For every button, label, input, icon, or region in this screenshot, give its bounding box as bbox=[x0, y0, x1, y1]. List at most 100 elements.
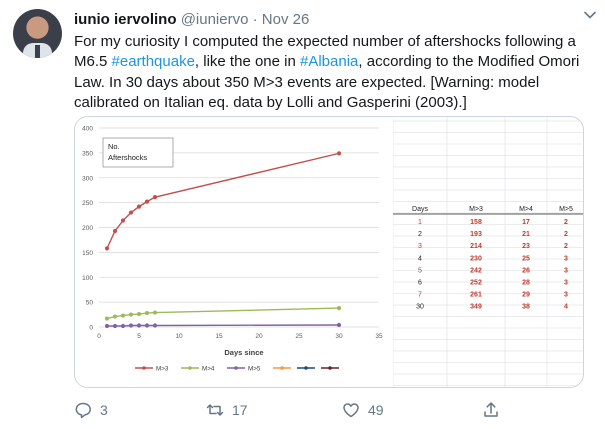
table-cell-day: 7 bbox=[418, 292, 422, 299]
y-tick-label: 200 bbox=[82, 225, 93, 232]
table-cell-day: 3 bbox=[418, 243, 422, 250]
data-point-Mgt5 bbox=[120, 323, 126, 329]
chevron-down-icon[interactable] bbox=[583, 8, 597, 22]
tweet-text: For my curiosity I computed the expected… bbox=[74, 32, 594, 114]
data-point-Mgt5 bbox=[136, 323, 142, 328]
like-count: 49 bbox=[368, 402, 384, 418]
tweet-text-part: , like the one in bbox=[194, 53, 300, 71]
table-cell-day: 4 bbox=[418, 255, 422, 262]
chart-label-text: Aftershocks bbox=[108, 153, 147, 162]
table-cell-day: 6 bbox=[418, 280, 422, 287]
table-cell-value: 158 bbox=[470, 219, 482, 226]
table-cell-value: 193 bbox=[470, 231, 482, 238]
table-cell-value: 252 bbox=[470, 280, 482, 287]
reply-button[interactable]: 3 bbox=[74, 400, 108, 420]
y-tick-label: 50 bbox=[86, 300, 94, 307]
table-cell-value: 23 bbox=[522, 243, 530, 250]
y-tick-label: 100 bbox=[82, 275, 93, 282]
x-tick-label: 30 bbox=[335, 333, 343, 340]
tweet-header: iunio iervolino @iuniervo · Nov 26 bbox=[74, 11, 585, 29]
x-tick-label: 0 bbox=[97, 333, 101, 340]
data-point-Mgt3 bbox=[104, 246, 110, 251]
retweet-button[interactable]: 17 bbox=[206, 400, 248, 420]
data-point-Mgt4 bbox=[120, 313, 126, 318]
legend-marker bbox=[328, 366, 332, 370]
table-cell-value: 17 bbox=[522, 219, 530, 226]
table-cell-day: 30 bbox=[416, 304, 424, 311]
x-tick-label: 25 bbox=[295, 333, 303, 340]
hashtag-link[interactable]: #earthquake bbox=[111, 53, 195, 71]
author-handle[interactable]: @iuniervo bbox=[180, 11, 249, 28]
table-cell-value: 2 bbox=[564, 219, 568, 226]
legend-marker bbox=[188, 366, 192, 370]
table-cell-value: 29 bbox=[522, 292, 530, 299]
tweet-text-part: , according to the Modified Omori Law. I… bbox=[74, 53, 580, 112]
table-header: M>4 bbox=[519, 206, 533, 213]
data-point-Mgt4 bbox=[336, 305, 342, 311]
table-cell-value: 2 bbox=[564, 231, 568, 238]
x-tick-label: 10 bbox=[175, 333, 183, 340]
legend-marker bbox=[234, 366, 238, 370]
data-point-Mgt4 bbox=[152, 310, 158, 315]
like-button[interactable]: 49 bbox=[342, 400, 384, 420]
y-tick-label: 150 bbox=[82, 250, 93, 257]
data-point-Mgt4 bbox=[136, 311, 142, 317]
tweet-image[interactable]: 0 50 100 150 200 250 300 350 400 0 5 10 15 20 25 30 35 Da… bbox=[74, 116, 584, 388]
avatar-tie bbox=[35, 45, 40, 58]
table-cell-day: 1 bbox=[418, 219, 422, 226]
table-cell-value: 25 bbox=[522, 255, 530, 262]
table-header: Days bbox=[412, 206, 428, 213]
table-cell-value: 3 bbox=[564, 255, 568, 262]
y-tick-label: 250 bbox=[82, 200, 93, 207]
table-cell-value: 2 bbox=[564, 243, 568, 250]
table-cell-value: 349 bbox=[470, 304, 482, 311]
data-point-Mgt3 bbox=[336, 151, 342, 156]
table-header: M>3 bbox=[469, 206, 483, 213]
data-point-Mgt4 bbox=[144, 310, 150, 316]
chart-label-text: No. bbox=[108, 142, 120, 151]
x-tick-label: 5 bbox=[137, 333, 141, 340]
data-point-Mgt5 bbox=[128, 323, 134, 328]
legend-label: M>3 bbox=[156, 366, 169, 373]
tweet-actions: 3 17 49 bbox=[74, 400, 584, 420]
data-point-Mgt4 bbox=[104, 316, 110, 321]
table-cell-value: 3 bbox=[564, 280, 568, 287]
heart-icon bbox=[343, 403, 359, 418]
table-cell-value: 214 bbox=[470, 243, 482, 250]
table-cell-day: 5 bbox=[418, 267, 422, 274]
data-point-Mgt3 bbox=[136, 204, 142, 209]
data-point-Mgt3 bbox=[112, 228, 118, 234]
data-point-Mgt5 bbox=[104, 323, 110, 329]
table-cell-value: 261 bbox=[470, 292, 482, 299]
retweet-count: 17 bbox=[232, 402, 248, 418]
data-point-Mgt4 bbox=[128, 312, 134, 317]
author-name[interactable]: iunio iervolino bbox=[74, 11, 177, 28]
retweet-icon bbox=[206, 404, 224, 416]
reply-icon bbox=[75, 402, 91, 419]
y-tick-label: 400 bbox=[82, 126, 93, 133]
legend-marker bbox=[280, 366, 284, 370]
share-button[interactable] bbox=[482, 400, 500, 420]
table-cell-day: 2 bbox=[418, 231, 422, 238]
avatar[interactable] bbox=[13, 9, 62, 58]
legend-marker bbox=[142, 366, 146, 370]
table-cell-value: 28 bbox=[522, 280, 530, 287]
table-cell-value: 230 bbox=[470, 255, 482, 262]
table-cell-value: 21 bbox=[522, 231, 530, 238]
legend-label: M>4 bbox=[202, 366, 215, 373]
x-tick-label: 35 bbox=[375, 333, 383, 340]
data-point-Mgt5 bbox=[336, 322, 342, 328]
table-header: M>5 bbox=[559, 206, 573, 213]
table-cell-value: 4 bbox=[564, 304, 568, 311]
table-cell-value: 3 bbox=[564, 267, 568, 274]
chart-label-box bbox=[102, 137, 174, 168]
header-separator: · bbox=[252, 11, 258, 28]
y-tick-label: 300 bbox=[82, 175, 93, 182]
hashtag-link[interactable]: #Albania bbox=[300, 53, 359, 71]
data-point-Mgt5 bbox=[152, 323, 158, 328]
x-tick-label: 20 bbox=[255, 333, 263, 340]
tweet-date[interactable]: Nov 26 bbox=[261, 11, 310, 28]
y-tick-label: 350 bbox=[82, 150, 93, 157]
x-tick-label: 15 bbox=[215, 333, 223, 340]
